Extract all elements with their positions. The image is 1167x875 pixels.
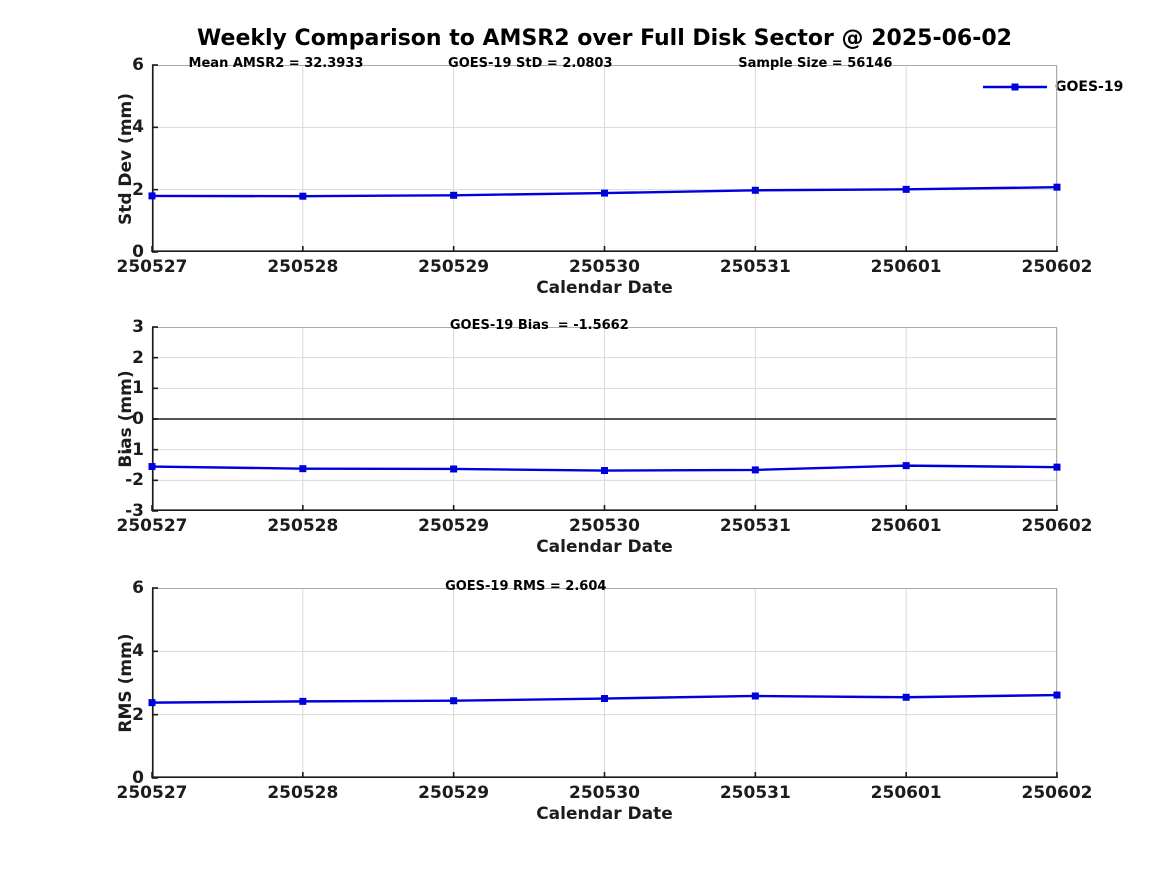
series-marker: [299, 697, 307, 705]
y-tick-label: 3: [132, 317, 144, 337]
x-tick-label: 250530: [569, 257, 640, 277]
series-marker: [601, 467, 608, 475]
y-axis-label: RMS (mm): [116, 633, 136, 733]
x-axis-label: Calendar Date: [536, 804, 673, 824]
y-tick-label: 6: [132, 578, 144, 598]
subplot-rms: 0 2 4 6 250527 250528 250529 250530 250531 250601…: [116, 578, 1092, 824]
x-tick-label: 250529: [418, 257, 490, 277]
annotation-text: Mean AMSR2 = 32.3933: [188, 55, 364, 71]
y-tick-label: 2: [132, 704, 144, 725]
subplot-bias: -3 -2 -1 0 1 2 3 250527 250528 250529 250530 250531…: [116, 317, 1092, 557]
legend-line-sample: [983, 83, 1047, 91]
series-marker: [299, 465, 307, 473]
series-marker: [148, 699, 156, 707]
series-marker: [601, 189, 608, 197]
x-tick-label: 250602: [1021, 257, 1093, 277]
y-axis-label: Std Dev (mm): [116, 92, 136, 225]
annotation-text: GOES-19 StD = 2.0803: [448, 55, 613, 71]
x-tick-label: 250529: [418, 783, 490, 803]
x-tick-label: 250531: [719, 783, 791, 803]
series-marker: [450, 465, 458, 473]
x-tick-label: 250601: [870, 516, 942, 536]
series-marker: [902, 462, 910, 470]
subplot-std-dev: GOES-19 0 2 4 6 250527 250528 250529 250530 2505…: [116, 55, 1123, 298]
y-tick-label: -3: [125, 501, 144, 521]
y-tick-label: 2: [132, 347, 144, 368]
series-marker: [751, 692, 759, 700]
y-axis-label: Bias (mm): [116, 370, 136, 468]
plot-area-rms: [148, 587, 1061, 779]
y-tick-label: -2: [125, 470, 144, 491]
x-tick-label: 250602: [1021, 516, 1093, 536]
x-tick-label: 250601: [870, 257, 942, 277]
series-marker: [902, 185, 910, 193]
x-axis-label: Calendar Date: [536, 278, 673, 298]
y-tick-label: 6: [132, 55, 144, 75]
annotation-text: GOES-19 Bias = -1.5662: [449, 317, 629, 333]
x-tick-label: 250531: [719, 257, 791, 277]
series-marker: [601, 695, 608, 703]
annotation-text: GOES-19 RMS = 2.604: [445, 578, 607, 594]
series-marker: [450, 697, 458, 705]
x-axis-label: Calendar Date: [536, 537, 673, 557]
y-tick-label: 0: [132, 242, 144, 262]
series-marker: [1053, 691, 1061, 699]
series-marker: [450, 191, 458, 199]
y-tick-label: 2: [132, 179, 144, 200]
x-tick-label: 250528: [267, 783, 339, 803]
series-marker: [902, 693, 910, 701]
series-marker: [299, 192, 307, 200]
x-tick-label: 250530: [569, 783, 640, 803]
series-marker: [1053, 183, 1061, 191]
x-tick-label: 250530: [569, 516, 640, 536]
x-tick-label: 250528: [267, 516, 339, 536]
series-marker: [751, 186, 759, 194]
x-tick-label: 250528: [267, 257, 339, 277]
series-marker: [1053, 463, 1061, 471]
figure-title: Weekly Comparison to AMSR2 over Full Dis…: [197, 26, 1012, 51]
plot-area-bias: [148, 326, 1061, 512]
plot-area-std-dev: [148, 64, 1061, 253]
x-tick-label: 250602: [1021, 783, 1093, 803]
y-tick-label: 0: [132, 768, 144, 788]
series-marker: [148, 192, 156, 200]
y-tick-label: -1: [125, 439, 144, 460]
x-tick-label: 250529: [418, 516, 490, 536]
y-tick-label: 1: [132, 378, 144, 399]
annotation-text: Sample Size = 56146: [738, 55, 893, 71]
x-tick-label: 250527: [116, 516, 188, 536]
y-tick-label: 0: [132, 409, 144, 429]
legend-label: GOES-19: [1055, 79, 1124, 95]
legend: GOES-19: [983, 79, 1123, 95]
y-tick-label: 4: [132, 117, 144, 138]
series-marker: [148, 463, 156, 471]
x-tick-label: 250527: [116, 257, 188, 277]
x-tick-label: 250527: [116, 783, 188, 803]
y-tick-label: 4: [132, 641, 144, 662]
x-tick-label: 250601: [870, 783, 942, 803]
series-marker: [751, 466, 759, 474]
x-tick-label: 250531: [719, 516, 791, 536]
